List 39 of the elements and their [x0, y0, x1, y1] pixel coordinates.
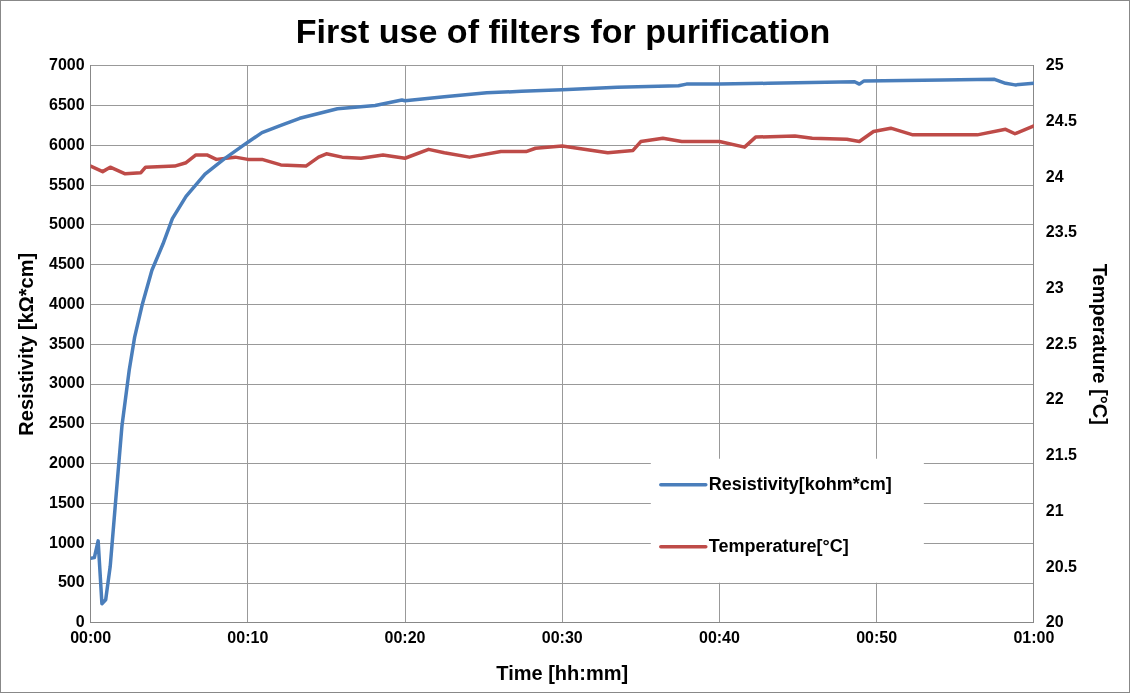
y2-tick-label: 22 [1045, 390, 1064, 408]
y-tick-label: 3500 [49, 334, 85, 352]
y-tick-label: 3000 [49, 374, 85, 392]
y-tick-label: 0 [75, 613, 85, 631]
y-tick-label: 4000 [49, 294, 85, 312]
x-tick-label: 00:10 [227, 628, 269, 646]
y2-tick-label: 25 [1045, 56, 1064, 74]
y-axis-title: Resistivity [kΩ*cm] [14, 252, 37, 436]
y2-tick-label: 21 [1045, 501, 1064, 519]
x-axis-title: Time [hh:mm] [496, 661, 629, 684]
y-tick-label: 5500 [49, 175, 85, 193]
y2-tick-label: 20.5 [1045, 557, 1078, 575]
y2-tick-label: 22.5 [1045, 334, 1078, 352]
y-tick-label: 1000 [49, 533, 85, 551]
y2-tick-label: 23.5 [1045, 223, 1078, 241]
x-tick-label: 00:40 [698, 628, 740, 646]
y-tick-label: 6500 [49, 95, 85, 113]
y2-tick-label: 20 [1045, 613, 1064, 631]
x-tick-label: 01:00 [1013, 628, 1055, 646]
y2-tick-label: 24.5 [1045, 111, 1078, 129]
x-tick-label: 00:50 [856, 628, 898, 646]
y-tick-label: 500 [57, 573, 85, 591]
legend-label: Resistivity[kohm*cm] [708, 473, 892, 494]
y2-tick-label: 24 [1045, 167, 1064, 185]
y2-axis-title: Temperature [°C] [1089, 263, 1112, 425]
x-tick-label: 00:30 [541, 628, 583, 646]
y-tick-label: 6000 [49, 135, 85, 153]
x-tick-label: 00:20 [384, 628, 426, 646]
legend-label: Temperature[°C] [708, 535, 849, 556]
y2-tick-label: 21.5 [1045, 446, 1078, 464]
y2-tick-label: 23 [1045, 279, 1064, 297]
y-tick-label: 4500 [49, 255, 85, 273]
y-tick-label: 1500 [49, 493, 85, 511]
y-tick-label: 7000 [49, 56, 85, 74]
chart-title: First use of filters for purification [295, 11, 831, 50]
y-tick-label: 2500 [49, 414, 85, 432]
y-tick-label: 2000 [49, 454, 85, 472]
x-tick-label: 00:00 [70, 628, 112, 646]
y-tick-label: 5000 [49, 215, 85, 233]
